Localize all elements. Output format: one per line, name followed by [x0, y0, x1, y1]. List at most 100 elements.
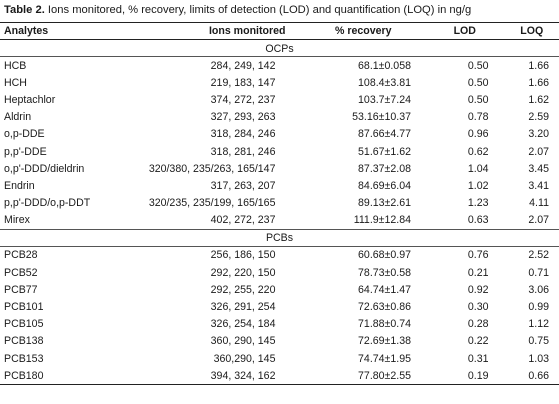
table-row: HCH 219, 183, 147 108.4±3.81 0.50 1.66: [0, 74, 559, 91]
cell-analyte: p,p'-DDD/o,p-DDT: [4, 197, 91, 210]
header-ions: Ions monitored: [131, 22, 302, 40]
cell-loq: 2.07: [528, 145, 549, 158]
cell-recovery: 53.16±10.37: [352, 111, 411, 124]
cell-ions: 318, 281, 246: [210, 145, 276, 158]
cell-lod: 0.62: [467, 145, 489, 158]
header-row: Analytes Ions monitored % recovery LOD L…: [0, 22, 559, 40]
group-label-ocps: OCPs: [0, 39, 559, 57]
cell-loq: 3.45: [528, 162, 549, 175]
caption-label: Table 2.: [4, 4, 45, 16]
group-row-ocps: OCPs: [0, 39, 559, 57]
group-row-pcbs: PCBs: [0, 228, 559, 247]
cell-ions: 292, 220, 150: [210, 266, 276, 279]
cell-lod: 1.23: [467, 197, 489, 210]
table-row: PCB180 394, 324, 162 77.80±2.55 0.19 0.66: [0, 367, 559, 386]
header-analytes: Analytes: [0, 22, 132, 40]
cell-loq: 0.71: [528, 266, 549, 279]
cell-recovery: 77.80±2.55: [301, 367, 425, 386]
cell-recovery: 78.73±0.58: [358, 266, 411, 279]
cell-recovery: 72.63±0.86: [358, 301, 411, 314]
cell-lod: 0.50: [467, 93, 489, 106]
cell-ions: 326, 291, 254: [210, 301, 276, 314]
cell-lod: 0.78: [467, 111, 489, 124]
cell-analyte: p,p'-DDE: [4, 145, 47, 158]
cell-lod: 0.19: [424, 367, 505, 386]
cell-analyte: PCB101: [4, 301, 44, 314]
cell-lod: 0.22: [467, 335, 489, 348]
cell-lod: 0.50: [467, 76, 489, 89]
table-row: o,p-DDE 318, 284, 246 87.66±4.77 0.96 3.20: [0, 126, 559, 143]
cell-recovery: 68.1±0.058: [358, 59, 411, 72]
group-label-pcbs: PCBs: [0, 228, 559, 247]
cell-recovery: 84.69±6.04: [358, 179, 411, 192]
cell-analyte: PCB105: [4, 318, 44, 331]
cell-analyte: HCH: [4, 76, 27, 89]
table-row: p,p'-DDE 318, 281, 246 51.67±1.62 0.62 2.07: [0, 143, 559, 160]
cell-ions: 360,290, 145: [213, 352, 276, 365]
cell-recovery: 71.88±0.74: [358, 318, 411, 331]
cell-loq: 2.52: [528, 249, 549, 262]
cell-loq: 2.59: [528, 111, 549, 124]
cell-loq: 0.66: [504, 367, 559, 386]
cell-analyte: PCB28: [4, 249, 38, 262]
cell-loq: 4.11: [529, 197, 549, 210]
cell-lod: 0.50: [467, 59, 489, 72]
cell-analyte: o,p'-DDD/dieldrin: [4, 162, 85, 175]
cell-analyte: Heptachlor: [4, 93, 56, 106]
cell-loq: 2.07: [528, 214, 549, 227]
cell-lod: 0.76: [467, 249, 489, 262]
table-row: o,p'-DDD/dieldrin 320/380, 235/263, 165/1…: [0, 160, 559, 177]
cell-loq: 1.12: [528, 318, 549, 331]
table-row: PCB101 326, 291, 254 72.63±0.86 0.30 0.99: [0, 298, 559, 315]
cell-lod: 0.63: [467, 214, 489, 227]
cell-analyte: Aldrin: [4, 111, 32, 124]
table-row: PCB52 292, 220, 150 78.73±0.58 0.21 0.71: [0, 264, 559, 281]
cell-recovery: 64.74±1.47: [358, 283, 411, 296]
cell-ions: 320/380, 235/263, 165/147: [148, 162, 276, 175]
cell-analyte: HCB: [4, 59, 27, 72]
cell-ions: 256, 186, 150: [210, 249, 276, 262]
cell-analyte: PCB138: [4, 335, 44, 348]
caption-text: Ions monitored, % recovery, limits of de…: [44, 4, 472, 16]
cell-recovery: 60.68±0.97: [358, 249, 411, 262]
cell-loq: 3.41: [528, 179, 549, 192]
cell-ions: 219, 183, 147: [210, 76, 276, 89]
cell-ions: 360, 290, 145: [210, 335, 276, 348]
cell-loq: 3.20: [528, 128, 549, 141]
cell-ions: 402, 272, 237: [210, 214, 276, 227]
cell-recovery: 89.13±2.61: [358, 197, 411, 210]
cell-ions: 284, 249, 142: [210, 59, 276, 72]
table-row: Endrin 317, 263, 207 84.69±6.04 1.02 3.41: [0, 177, 559, 194]
cell-analyte: PCB77: [4, 283, 38, 296]
cell-lod: 0.30: [467, 301, 489, 314]
cell-analyte: PCB52: [4, 266, 38, 279]
cell-analyte: o,p-DDE: [4, 128, 45, 141]
cell-lod: 0.21: [467, 266, 489, 279]
cell-lod: 1.04: [467, 162, 489, 175]
cell-loq: 1.66: [528, 76, 549, 89]
table-row: PCB153 360,290, 145 74.74±1.95 0.31 1.03: [0, 350, 559, 367]
cell-lod: 0.96: [467, 128, 489, 141]
cell-recovery: 72.69±1.38: [358, 335, 411, 348]
cell-loq: 1.62: [528, 93, 549, 106]
table-row: PCB138 360, 290, 145 72.69±1.38 0.22 0.75: [0, 333, 559, 350]
cell-ions: 394, 324, 162: [131, 367, 302, 386]
table-row: PCB105 326, 254, 184 71.88±0.74 0.28 1.12: [0, 316, 559, 333]
cell-loq: 1.03: [528, 352, 549, 365]
table-row: Aldrin 327, 293, 263 53.16±10.37 0.78 2.59: [0, 109, 559, 126]
cell-recovery: 87.66±4.77: [358, 128, 411, 141]
cell-analyte: PCB153: [4, 352, 44, 365]
cell-lod: 0.31: [467, 352, 489, 365]
table-row: Mirex 402, 272, 237 111.9±12.84 0.63 2.07: [0, 212, 559, 230]
cell-ions: 320/235, 235/199, 165/165: [148, 197, 276, 210]
cell-ions: 326, 254, 184: [210, 318, 276, 331]
cell-recovery: 51.67±1.62: [358, 145, 411, 158]
cell-loq: 0.75: [528, 335, 549, 348]
cell-ions: 374, 272, 237: [210, 93, 276, 106]
cell-analyte: Endrin: [4, 179, 35, 192]
cell-recovery: 108.4±3.81: [358, 76, 411, 89]
table-row: HCB 284, 249, 142 68.1±0.058 0.50 1.66: [0, 57, 559, 75]
cell-recovery: 103.7±7.24: [358, 93, 411, 106]
data-table: Analytes Ions monitored % recovery LOD L…: [0, 22, 559, 386]
cell-loq: 3.06: [528, 283, 549, 296]
